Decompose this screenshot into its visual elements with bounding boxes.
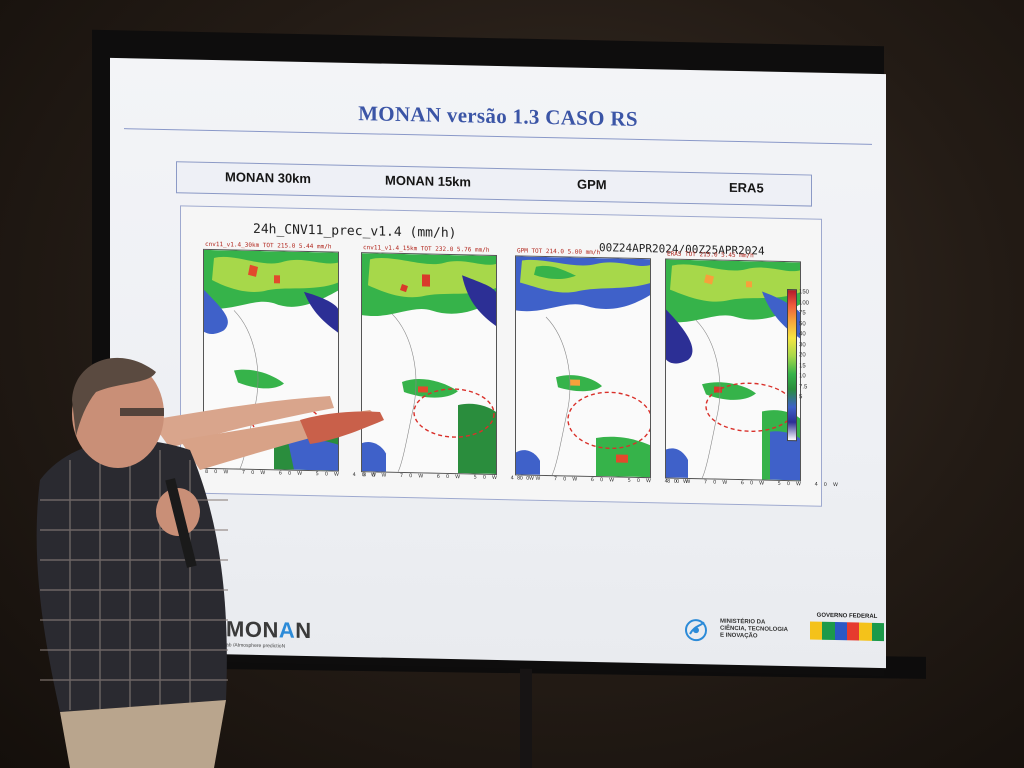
projected-slide: MONAN versão 1.3 CASO RS MONAN 30km MONA… (110, 57, 886, 669)
screen-stand (520, 668, 532, 768)
lon-labels-30km: 80W 70W 60W 50W 40W (205, 468, 382, 479)
colorbar-value: 50 (799, 320, 806, 327)
precip-map-monan-15km (361, 252, 497, 475)
colorbar-value: 150 (799, 289, 810, 296)
colorbar-value: 20 (799, 352, 806, 359)
figure-title: 24h_CNV11_prec_v1.4 (mm/h) (253, 221, 457, 242)
ministry-label: MINISTÉRIO DA CIÊNCIA, TECNOLOGIA E INOV… (720, 618, 789, 640)
precip-map-gpm (515, 255, 651, 479)
colorbar-value: 10 (799, 373, 806, 380)
colorbar-value: 40 (799, 331, 806, 338)
colorbar-value: 75 (799, 310, 806, 317)
gov-label: GOVERNO FEDERAL (816, 612, 878, 620)
colorbar-value: 30 (799, 341, 806, 348)
colorbar-value: 15 (799, 362, 806, 369)
monan-logo-subtitle: ab /Atmosphere predictioN (226, 642, 286, 650)
colorbar-labels: 150 100 75 50 40 30 20 15 10 7.5 5 (799, 287, 809, 403)
column-label-era5: ERA5 (729, 179, 764, 196)
precip-map-monan-30km (203, 248, 339, 472)
column-label-gpm: GPM (577, 176, 607, 193)
column-label-monan-15km: MONAN 15km (385, 172, 471, 190)
lon-labels-era5: 80W 70W 60W 50W 40W (667, 478, 844, 489)
colorbar-value: 7.5 (799, 383, 808, 390)
colorbar-value: 100 (799, 299, 810, 307)
precip-map-era5 (665, 258, 801, 482)
governo-federal-logo: GOVERNO FEDERAL (810, 613, 884, 642)
precip-colorbar (787, 289, 797, 442)
inpe-logo-icon (685, 619, 707, 642)
column-label-monan-30km: MONAN 30km (225, 169, 311, 187)
lon-labels-15km: 80W 70W 60W 50W 40W (363, 472, 540, 482)
monan-logo: MONAN (226, 616, 312, 644)
precipitation-figure: 24h_CNV11_prec_v1.4 (mm/h) 00Z24APR2024/… (180, 205, 844, 507)
model-header-row: MONAN 30km MONAN 15km GPM ERA5 (176, 161, 812, 207)
brasil-wordmark (810, 621, 884, 642)
colorbar-value: 5 (799, 394, 803, 401)
